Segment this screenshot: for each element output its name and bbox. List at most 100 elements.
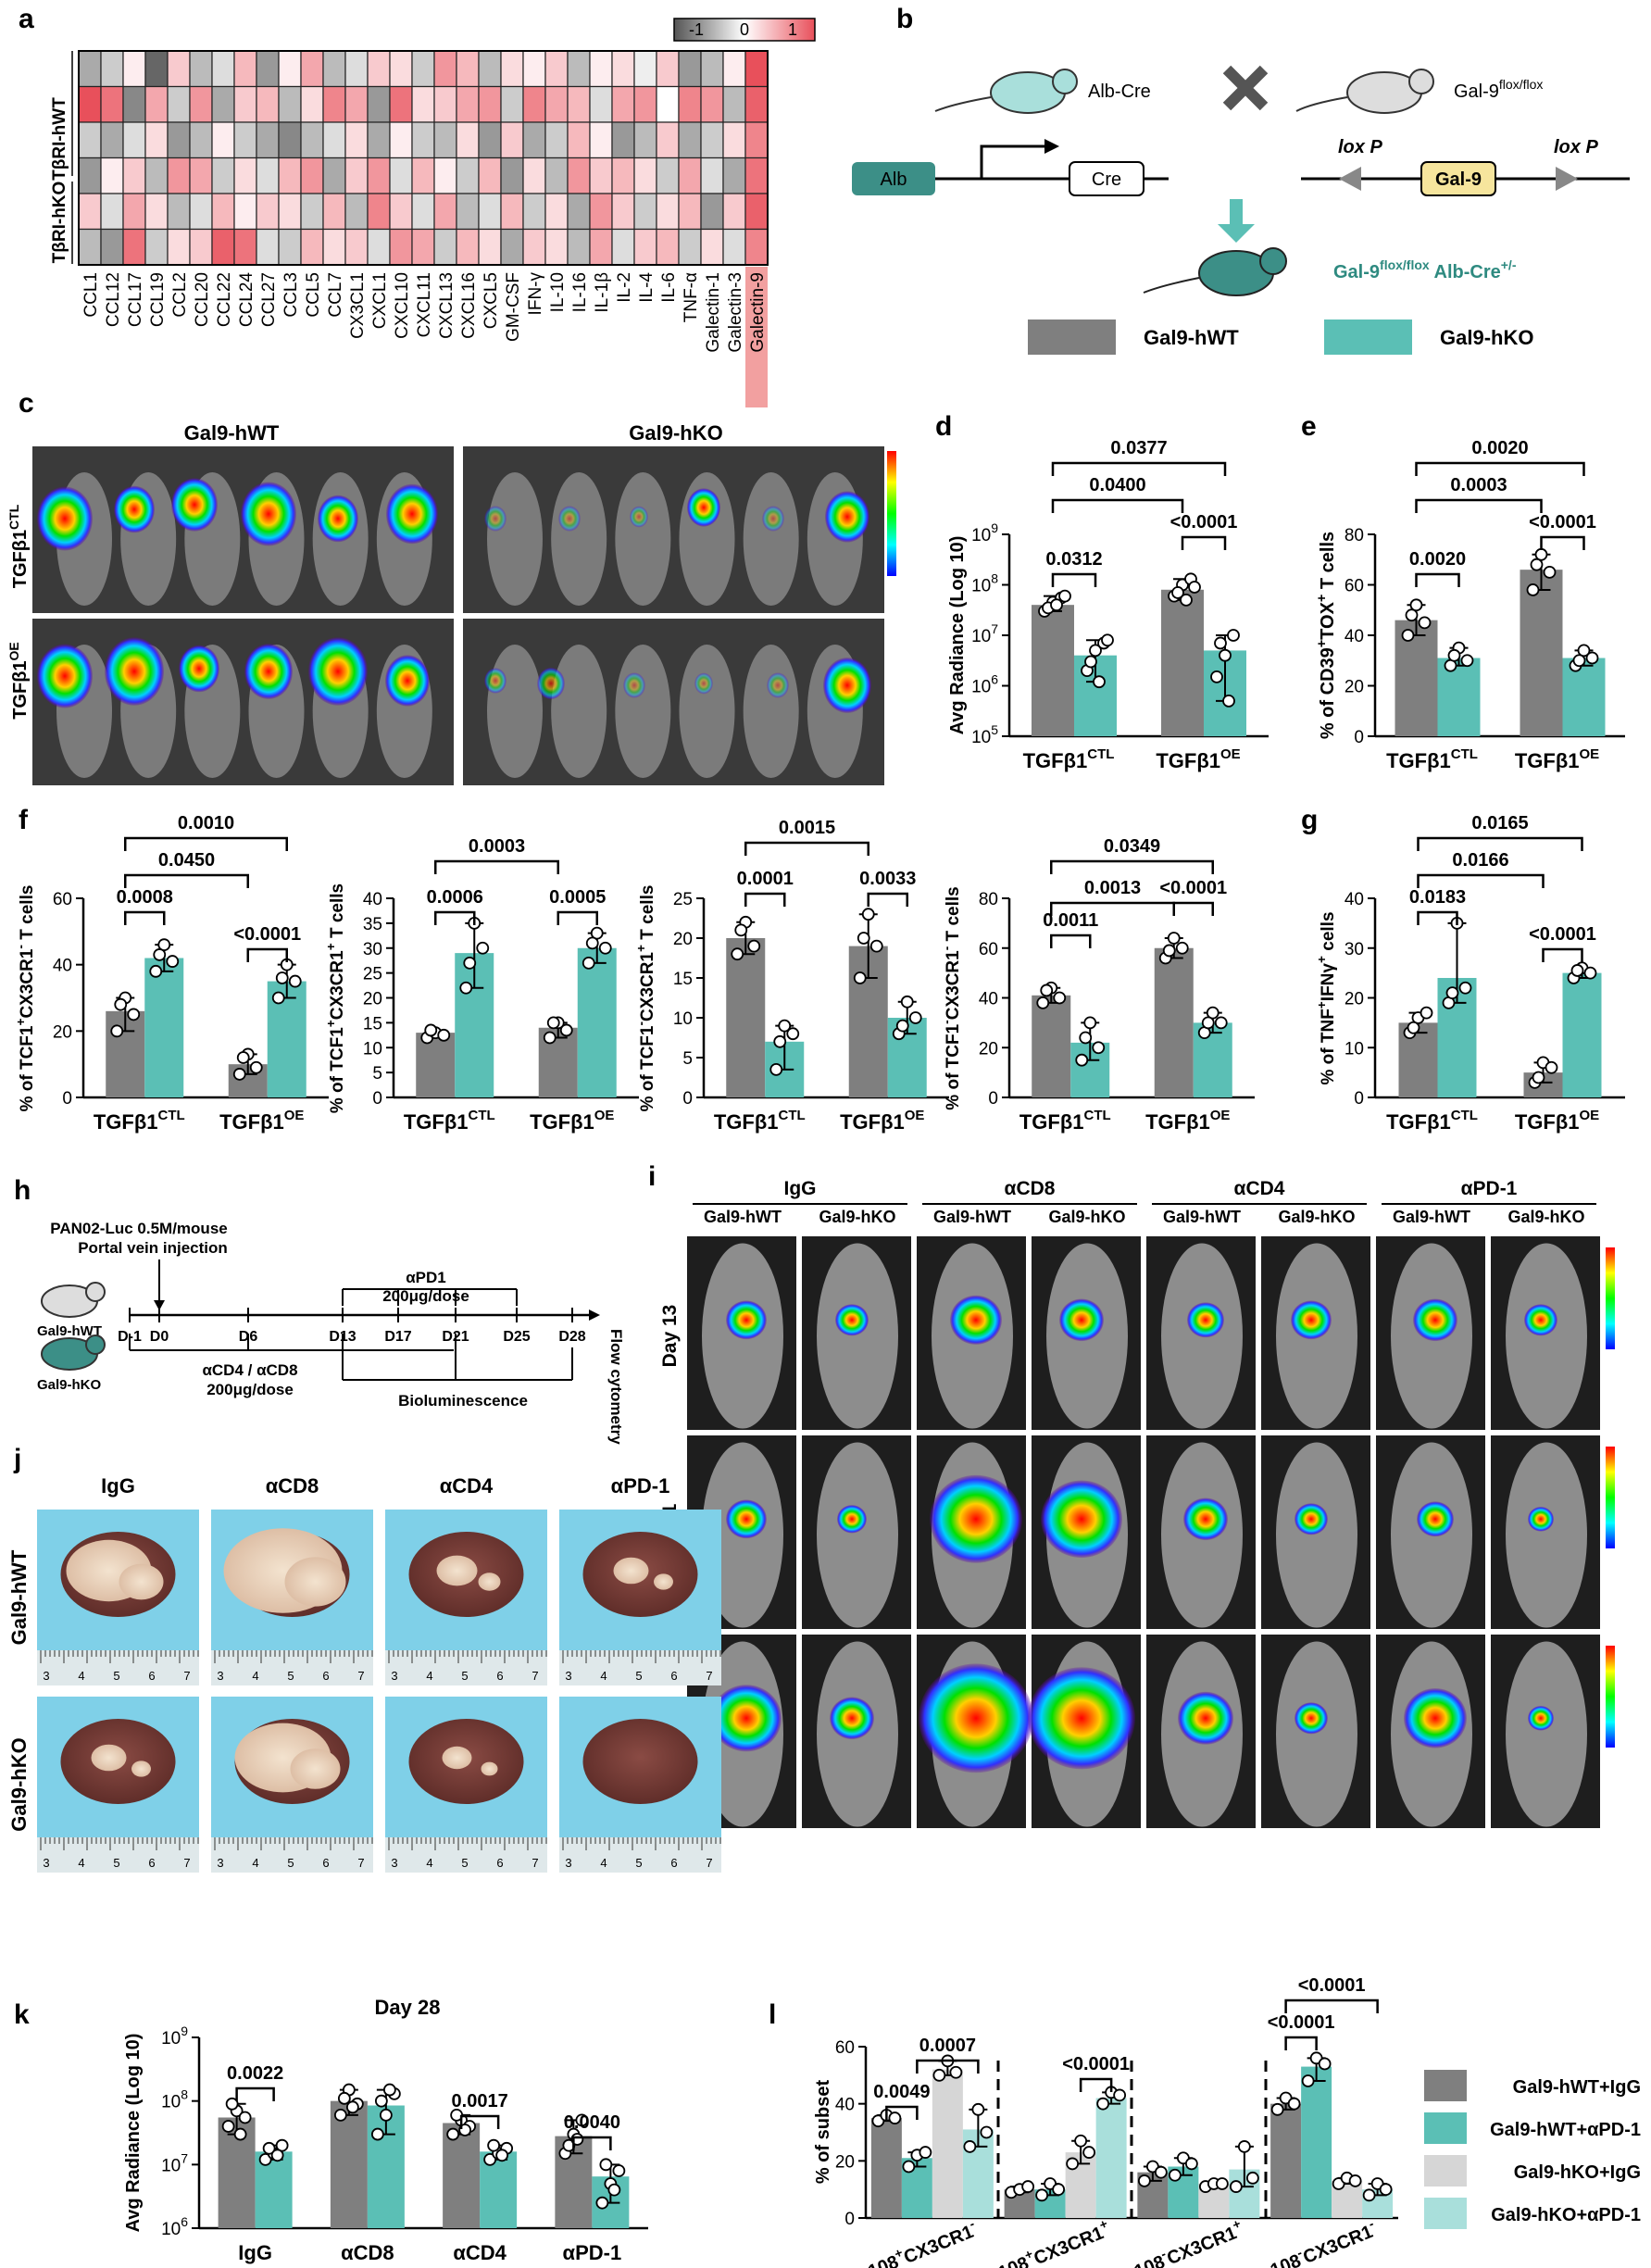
category-label: TGFβ1OE [1515, 1108, 1599, 1134]
signal-blob [630, 506, 648, 528]
gene-label: CXCL13 [437, 272, 457, 339]
heatmap-cell [256, 157, 280, 194]
label-part: T cells [944, 886, 963, 946]
heatmap-cell [744, 228, 769, 266]
p-value-label: <0.0001 [1529, 512, 1596, 533]
significance-bracket [1417, 873, 1545, 888]
category-label: TGFβ1CTL [404, 1108, 495, 1134]
p-value-label: 0.0349 [1104, 836, 1160, 857]
y-tick-label: 10 [363, 1039, 382, 1059]
mouse-gal9-flox [1295, 69, 1434, 114]
p-value-label: 0.0020 [1471, 438, 1528, 458]
gene-label: CCL20 [193, 272, 212, 327]
label-part: CX3CR1 [1031, 2223, 1106, 2268]
ruler-number: 6 [322, 1669, 329, 1683]
data-point [980, 2125, 994, 2139]
heatmap-cell [567, 121, 591, 159]
category-label: αCD8 [341, 2241, 394, 2264]
y-tick-label: 20 [1345, 990, 1364, 1009]
cat-sup: CTL [778, 1108, 805, 1123]
gene-label: IL-4 [637, 272, 657, 303]
panel-label-l: l [769, 1999, 776, 2030]
significance-bracket [867, 892, 908, 907]
bar [1301, 2066, 1332, 2218]
significance-bracket [572, 2136, 612, 2150]
heatmap-cell [122, 228, 146, 266]
p-value-label: <0.0001 [1529, 924, 1596, 945]
y-tick-label: 0 [988, 1089, 998, 1109]
timeline-day-label: D25 [503, 1329, 530, 1345]
y-tick-label: 40 [53, 957, 72, 976]
p-value-label: 0.0165 [1471, 813, 1528, 833]
signal-blob [1291, 1300, 1332, 1340]
ruler-number: 7 [532, 1669, 538, 1683]
heatmap-cell [500, 50, 524, 88]
category-label: Ly108-CX3CR1- [1246, 2215, 1380, 2268]
timeline-injection: PAN02-Luc 0.5M/mouse [50, 1220, 227, 1237]
signal-blob [105, 637, 164, 706]
y-axis-label: Avg Radiance (Log 10) [947, 536, 968, 735]
heatmap-cell [611, 228, 635, 266]
data-point [1219, 648, 1232, 662]
data-point [1188, 581, 1201, 594]
label-part: IFNγ [1319, 963, 1338, 1002]
cat-sup: OE [1210, 1108, 1231, 1123]
label-part: - [14, 945, 28, 949]
ruler-number: 5 [461, 1856, 468, 1870]
label-part: CX3CR1 [944, 950, 963, 1020]
heatmap-cell [456, 121, 480, 159]
heatmap-cell [522, 85, 546, 123]
heatmap-cell [656, 228, 680, 266]
data-point [1532, 1071, 1545, 1084]
signal-blob [1528, 1706, 1554, 1731]
data-point [476, 941, 490, 955]
heatmap-cell [522, 50, 546, 88]
heatmap-cell [744, 157, 769, 194]
gene-label: CXCL11 [415, 272, 434, 337]
ruler-number: 3 [391, 1669, 397, 1683]
heatmap-cell [633, 121, 657, 159]
data-point [1362, 2188, 1376, 2202]
heatmap-cell [78, 193, 102, 231]
data-point [585, 936, 599, 950]
significance-bracket [744, 841, 869, 856]
heatmap-cell [656, 121, 680, 159]
signal-blob [726, 1300, 767, 1340]
heatmap-cell [700, 121, 724, 159]
tick-exp: 8 [181, 2087, 188, 2102]
arrow-head-icon [1044, 139, 1059, 154]
label-part: - [967, 2215, 977, 2231]
heatmap-cell [322, 85, 346, 123]
p-value-label: 0.0020 [1409, 549, 1466, 570]
y-tick-label: 5 [682, 1049, 693, 1069]
label-part: - [634, 1021, 648, 1026]
category-label: TGFβ1OE [219, 1108, 304, 1134]
ruler-number: 6 [148, 1856, 155, 1870]
column-label-ko: Gal9-hKO [629, 421, 722, 445]
significance-bracket [1417, 910, 1458, 925]
heatmap-cell [656, 50, 680, 88]
data-point [1545, 1060, 1558, 1074]
label-part: TOX [1318, 601, 1338, 639]
category-label: TGFβ1OE [530, 1108, 614, 1134]
panel-label-i: i [648, 1161, 656, 1192]
heatmap-cell [411, 121, 435, 159]
signal-blob [1028, 1667, 1135, 1770]
data-point [1040, 984, 1054, 997]
heatmap-cell [144, 193, 169, 231]
ruler-number: 5 [461, 1669, 468, 1683]
data-point [114, 997, 128, 1011]
cat-base: TGFβ1 [1019, 1110, 1084, 1134]
tumor [436, 1555, 478, 1586]
label-part: % of TCF1 [18, 1025, 37, 1111]
tick-base: 10 [971, 627, 991, 646]
ruler-number: 6 [148, 1669, 155, 1683]
heatmap-cell [122, 85, 146, 123]
mouse-silhouette [615, 645, 671, 778]
p-value-label: 0.0040 [564, 2112, 620, 2133]
ruler-number: 4 [252, 1669, 258, 1683]
heatmap-cell [544, 193, 569, 231]
row-label: Gal9-hKO [7, 1737, 31, 1831]
significance-bracket [1051, 461, 1227, 476]
